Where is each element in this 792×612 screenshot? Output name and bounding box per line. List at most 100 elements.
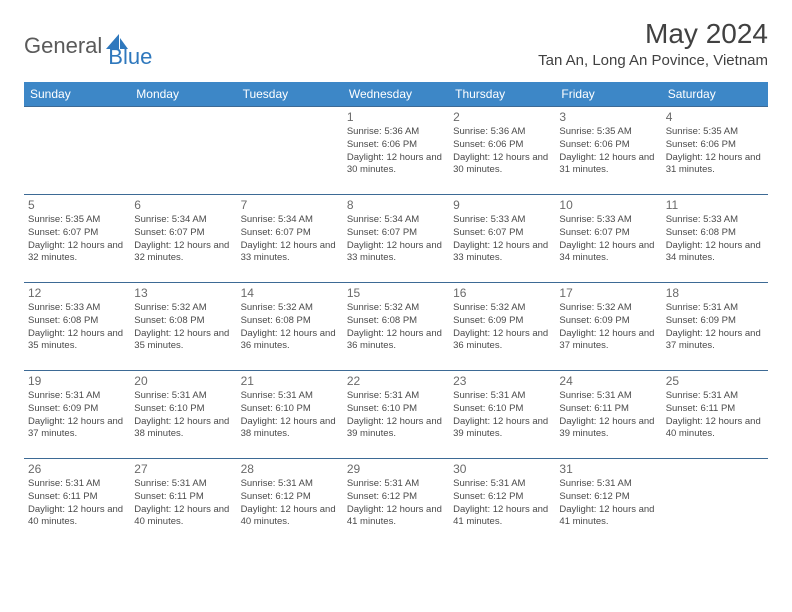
day-number: 28 — [241, 462, 339, 476]
calendar-day-cell: 2Sunrise: 5:36 AMSunset: 6:06 PMDaylight… — [449, 107, 555, 195]
calendar-day-cell: 6Sunrise: 5:34 AMSunset: 6:07 PMDaylight… — [130, 195, 236, 283]
day-info: Sunrise: 5:32 AMSunset: 6:08 PMDaylight:… — [347, 302, 445, 353]
day-info: Sunrise: 5:31 AMSunset: 6:10 PMDaylight:… — [134, 390, 232, 441]
calendar-day-cell: 3 Sunrise: 5:35 AMSunset: 6:06 PMDaylight… — [555, 107, 661, 195]
day-info: Sunrise: 5:31 AMSunset: 6:11 PMDaylight:… — [28, 478, 126, 529]
calendar-day-cell: 23 Sunrise: 5:31 AMSunset: 6:10 PMDayligh… — [449, 371, 555, 459]
day-info: Sunrise: 5:32 AMSunset: 6:09 PMDaylight:… — [559, 302, 657, 353]
day-number: 3 — [559, 110, 657, 124]
day-number: 18 — [666, 286, 764, 300]
day-number: 9 — [453, 198, 551, 212]
calendar-day-cell — [237, 107, 343, 195]
day-info: Sunrise: 5:33 AMSunset: 6:08 PMDaylight:… — [28, 302, 126, 353]
calendar-week-row: 12Sunrise: 5:33 AMSunset: 6:08 PMDayligh… — [24, 283, 768, 371]
calendar-day-cell: 5 Sunrise: 5:35 AMSunset: 6:07 PMDaylight… — [24, 195, 130, 283]
day-info: Sunrise: 5:35 AMSunset: 6:06 PMDaylight:… — [666, 126, 764, 177]
calendar-day-cell: 20 Sunrise: 5:31 AMSunset: 6:10 PMDayligh… — [130, 371, 236, 459]
day-number: 6 — [134, 198, 232, 212]
calendar-day-cell: 26 Sunrise: 5:31 AMSunset: 6:11 PMDayligh… — [24, 459, 130, 547]
weekday-header: Wednesday — [343, 82, 449, 107]
day-number: 11 — [666, 198, 764, 212]
calendar-week-row: 19 Sunrise: 5:31 AMSunset: 6:09 PMDayligh… — [24, 371, 768, 459]
day-info: Sunrise: 5:32 AMSunset: 6:08 PMDaylight:… — [134, 302, 232, 353]
day-info: Sunrise: 5:36 AMSunset: 6:06 PMDaylight:… — [347, 126, 445, 177]
day-number: 5 — [28, 198, 126, 212]
day-number: 14 — [241, 286, 339, 300]
calendar-day-cell: 30Sunrise: 5:31 AMSunset: 6:12 PMDayligh… — [449, 459, 555, 547]
day-info: Sunrise: 5:31 AMSunset: 6:10 PMDaylight:… — [453, 390, 551, 441]
calendar-day-cell: 27Sunrise: 5:31 AMSunset: 6:11 PMDayligh… — [130, 459, 236, 547]
day-number: 23 — [453, 374, 551, 388]
day-number: 30 — [453, 462, 551, 476]
calendar-day-cell: 1 Sunrise: 5:36 AMSunset: 6:06 PMDaylight… — [343, 107, 449, 195]
day-info: Sunrise: 5:36 AMSunset: 6:06 PMDaylight:… — [453, 126, 551, 177]
day-number: 25 — [666, 374, 764, 388]
calendar-day-cell: 11Sunrise: 5:33 AMSunset: 6:08 PMDayligh… — [662, 195, 768, 283]
title-block: May 2024 Tan An, Long An Povince, Vietna… — [538, 18, 768, 69]
day-info: Sunrise: 5:33 AMSunset: 6:07 PMDaylight:… — [453, 214, 551, 265]
day-number: 8 — [347, 198, 445, 212]
logo-text-general: General — [24, 33, 102, 59]
calendar-day-cell — [24, 107, 130, 195]
calendar-day-cell: 25 Sunrise: 5:31 AMSunset: 6:11 PMDayligh… — [662, 371, 768, 459]
day-number: 7 — [241, 198, 339, 212]
calendar-day-cell — [662, 459, 768, 547]
calendar-day-cell: 24Sunrise: 5:31 AMSunset: 6:11 PMDayligh… — [555, 371, 661, 459]
calendar-week-row: 26 Sunrise: 5:31 AMSunset: 6:11 PMDayligh… — [24, 459, 768, 547]
day-info: Sunrise: 5:35 AMSunset: 6:06 PMDaylight:… — [559, 126, 657, 177]
weekday-header-row: Sunday Monday Tuesday Wednesday Thursday… — [24, 82, 768, 107]
month-title: May 2024 — [538, 18, 768, 50]
day-number: 10 — [559, 198, 657, 212]
calendar-table: Sunday Monday Tuesday Wednesday Thursday… — [24, 82, 768, 547]
day-number: 17 — [559, 286, 657, 300]
day-number: 4 — [666, 110, 764, 124]
calendar-day-cell: 31 Sunrise: 5:31 AMSunset: 6:12 PMDayligh… — [555, 459, 661, 547]
day-info: Sunrise: 5:31 AMSunset: 6:11 PMDaylight:… — [559, 390, 657, 441]
weekday-header: Tuesday — [237, 82, 343, 107]
day-info: Sunrise: 5:35 AMSunset: 6:07 PMDaylight:… — [28, 214, 126, 265]
day-info: Sunrise: 5:31 AMSunset: 6:10 PMDaylight:… — [241, 390, 339, 441]
day-info: Sunrise: 5:31 AMSunset: 6:12 PMDaylight:… — [347, 478, 445, 529]
weekday-header: Thursday — [449, 82, 555, 107]
day-number: 22 — [347, 374, 445, 388]
day-info: Sunrise: 5:31 AMSunset: 6:10 PMDaylight:… — [347, 390, 445, 441]
day-info: Sunrise: 5:32 AMSunset: 6:09 PMDaylight:… — [453, 302, 551, 353]
day-info: Sunrise: 5:34 AMSunset: 6:07 PMDaylight:… — [347, 214, 445, 265]
calendar-day-cell: 21Sunrise: 5:31 AMSunset: 6:10 PMDayligh… — [237, 371, 343, 459]
calendar-day-cell: 28 Sunrise: 5:31 AMSunset: 6:12 PMDayligh… — [237, 459, 343, 547]
weekday-header: Monday — [130, 82, 236, 107]
calendar-week-row: 1 Sunrise: 5:36 AMSunset: 6:06 PMDaylight… — [24, 107, 768, 195]
calendar-day-cell: 13 Sunrise: 5:32 AMSunset: 6:08 PMDayligh… — [130, 283, 236, 371]
calendar-day-cell: 9 Sunrise: 5:33 AMSunset: 6:07 PMDaylight… — [449, 195, 555, 283]
day-info: Sunrise: 5:33 AMSunset: 6:07 PMDaylight:… — [559, 214, 657, 265]
day-number: 1 — [347, 110, 445, 124]
logo: General Blue — [24, 22, 152, 70]
day-info: Sunrise: 5:31 AMSunset: 6:12 PMDaylight:… — [559, 478, 657, 529]
calendar-day-cell: 16Sunrise: 5:32 AMSunset: 6:09 PMDayligh… — [449, 283, 555, 371]
weekday-header: Saturday — [662, 82, 768, 107]
calendar-day-cell: 4 Sunrise: 5:35 AMSunset: 6:06 PMDaylight… — [662, 107, 768, 195]
day-number: 13 — [134, 286, 232, 300]
calendar-day-cell: 7 Sunrise: 5:34 AMSunset: 6:07 PMDaylight… — [237, 195, 343, 283]
day-number: 29 — [347, 462, 445, 476]
header: General Blue May 2024 Tan An, Long An Po… — [24, 18, 768, 70]
calendar-week-row: 5 Sunrise: 5:35 AMSunset: 6:07 PMDaylight… — [24, 195, 768, 283]
calendar-day-cell: 8 Sunrise: 5:34 AMSunset: 6:07 PMDaylight… — [343, 195, 449, 283]
calendar-day-cell: 19 Sunrise: 5:31 AMSunset: 6:09 PMDayligh… — [24, 371, 130, 459]
day-info: Sunrise: 5:31 AMSunset: 6:09 PMDaylight:… — [28, 390, 126, 441]
day-number: 31 — [559, 462, 657, 476]
weekday-header: Sunday — [24, 82, 130, 107]
calendar-day-cell: 14 Sunrise: 5:32 AMSunset: 6:08 PMDayligh… — [237, 283, 343, 371]
day-info: Sunrise: 5:31 AMSunset: 6:11 PMDaylight:… — [666, 390, 764, 441]
calendar-day-cell: 17 Sunrise: 5:32 AMSunset: 6:09 PMDayligh… — [555, 283, 661, 371]
day-info: Sunrise: 5:31 AMSunset: 6:09 PMDaylight:… — [666, 302, 764, 353]
day-number: 19 — [28, 374, 126, 388]
day-info: Sunrise: 5:32 AMSunset: 6:08 PMDaylight:… — [241, 302, 339, 353]
day-number: 20 — [134, 374, 232, 388]
day-info: Sunrise: 5:31 AMSunset: 6:11 PMDaylight:… — [134, 478, 232, 529]
calendar-day-cell: 29 Sunrise: 5:31 AMSunset: 6:12 PMDayligh… — [343, 459, 449, 547]
day-info: Sunrise: 5:34 AMSunset: 6:07 PMDaylight:… — [241, 214, 339, 265]
calendar-day-cell — [130, 107, 236, 195]
day-number: 26 — [28, 462, 126, 476]
day-info: Sunrise: 5:31 AMSunset: 6:12 PMDaylight:… — [241, 478, 339, 529]
